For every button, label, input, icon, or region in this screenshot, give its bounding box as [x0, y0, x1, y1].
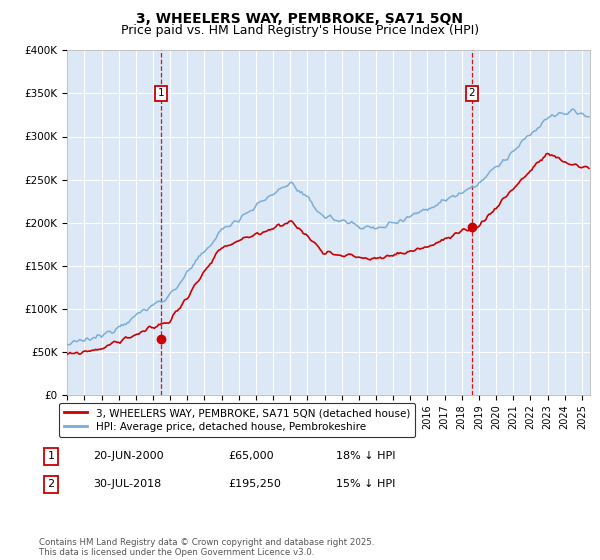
Text: 1: 1 — [158, 88, 164, 99]
Text: 30-JUL-2018: 30-JUL-2018 — [93, 479, 161, 489]
Text: 15% ↓ HPI: 15% ↓ HPI — [336, 479, 395, 489]
Text: £195,250: £195,250 — [228, 479, 281, 489]
Text: 20-JUN-2000: 20-JUN-2000 — [93, 451, 164, 461]
Text: 1: 1 — [47, 451, 55, 461]
Text: 2: 2 — [469, 88, 475, 99]
Text: 2: 2 — [47, 479, 55, 489]
Text: Price paid vs. HM Land Registry's House Price Index (HPI): Price paid vs. HM Land Registry's House … — [121, 24, 479, 37]
Text: Contains HM Land Registry data © Crown copyright and database right 2025.
This d: Contains HM Land Registry data © Crown c… — [39, 538, 374, 557]
Text: 18% ↓ HPI: 18% ↓ HPI — [336, 451, 395, 461]
Legend: 3, WHEELERS WAY, PEMBROKE, SA71 5QN (detached house), HPI: Average price, detach: 3, WHEELERS WAY, PEMBROKE, SA71 5QN (det… — [59, 403, 415, 437]
Text: 3, WHEELERS WAY, PEMBROKE, SA71 5QN: 3, WHEELERS WAY, PEMBROKE, SA71 5QN — [137, 12, 464, 26]
Text: £65,000: £65,000 — [228, 451, 274, 461]
